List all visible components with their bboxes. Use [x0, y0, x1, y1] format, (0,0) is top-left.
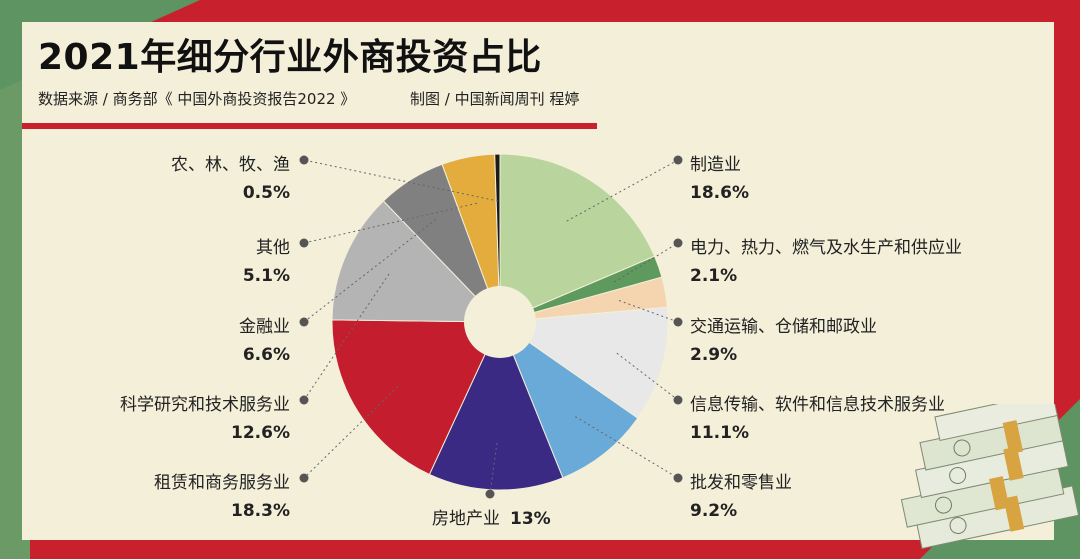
pie-slice [331, 200, 502, 323]
slice-label-name: 制造业 [690, 155, 741, 175]
leader-dot [673, 395, 683, 405]
pie-slice [498, 306, 669, 419]
leader-dot [299, 473, 309, 483]
slice-label: 制造业 18.6% [690, 150, 749, 203]
slice-label-name: 农、林、牧、渔 [171, 155, 290, 175]
slice-label-value: 13% [510, 509, 551, 529]
leader-dot [299, 395, 309, 405]
leader-line [303, 273, 390, 401]
slice-label: 农、林、牧、渔 0.5% [171, 150, 290, 203]
slice-label-name: 科学研究和技术服务业 [120, 395, 290, 415]
slice-label: 房地产业 13% [432, 504, 551, 529]
slice-label-value: 18.3% [231, 501, 290, 521]
slice-label-value: 9.2% [690, 501, 738, 521]
slice-label-name: 信息传输、软件和信息技术服务业 [690, 395, 945, 415]
slice-label: 其他 5.1% [243, 233, 290, 286]
slice-label: 交通运输、仓储和邮政业 2.9% [690, 312, 877, 365]
data-source: 数据来源 / 商务部《 中国外商投资报告2022 》 [38, 90, 356, 108]
slice-label-name: 交通运输、仓储和邮政业 [690, 317, 877, 337]
slice-label: 科学研究和技术服务业 12.6% [120, 390, 290, 443]
leader-line [489, 442, 498, 495]
leader-dot [299, 155, 309, 165]
slice-label: 金融业 6.6% [239, 312, 290, 365]
leader-line [566, 159, 679, 222]
slice-label-value: 5.1% [242, 266, 290, 286]
slice-label-name: 电力、热力、燃气及水生产和供应业 [690, 238, 962, 258]
leader-line [618, 299, 679, 323]
donut-hole [464, 286, 536, 358]
slice-label-name: 房地产业 [432, 509, 500, 529]
chart-credit: 制图 / 中国新闻周刊 程婷 [410, 90, 580, 108]
slice-label-value: 12.6% [231, 423, 290, 443]
chart-title: 2021年细分行业外商投资占比 [38, 37, 542, 78]
leader-line [303, 159, 499, 202]
slice-label-name: 金融业 [239, 317, 290, 337]
title-rule [22, 123, 597, 129]
slice-label-value: 11.1% [690, 423, 749, 443]
slice-label-value: 6.6% [242, 345, 290, 365]
leader-dot [673, 317, 683, 327]
leader-dot [673, 155, 683, 165]
slice-label-value: 2.9% [690, 345, 738, 365]
leader-dot [299, 238, 309, 248]
leader-dot [485, 489, 495, 499]
leader-line [303, 386, 399, 479]
money-stack-illustration [900, 404, 1080, 550]
slice-label: 租赁和商务服务业 18.3% [154, 468, 290, 521]
slice-label: 信息传输、软件和信息技术服务业 11.1% [690, 390, 945, 443]
pie-slice [499, 153, 656, 323]
leader-dot [299, 317, 309, 327]
slice-label-name: 租赁和商务服务业 [154, 473, 290, 493]
slice-label-value: 2.1% [690, 266, 738, 286]
slice-label-value: 18.6% [690, 183, 749, 203]
leader-dot [673, 238, 683, 248]
slice-label-name: 批发和零售业 [690, 473, 792, 493]
pie-slice [331, 319, 501, 476]
pie-slice [494, 153, 501, 323]
slice-label-value: 0.5% [242, 183, 290, 203]
pie-slice [498, 320, 639, 479]
leader-dot [673, 473, 683, 483]
slice-label: 电力、热力、燃气及水生产和供应业 2.1% [690, 233, 962, 286]
slice-label-name: 其他 [256, 238, 290, 258]
pie-slice [428, 320, 564, 491]
slice-label: 批发和零售业 9.2% [690, 468, 792, 521]
